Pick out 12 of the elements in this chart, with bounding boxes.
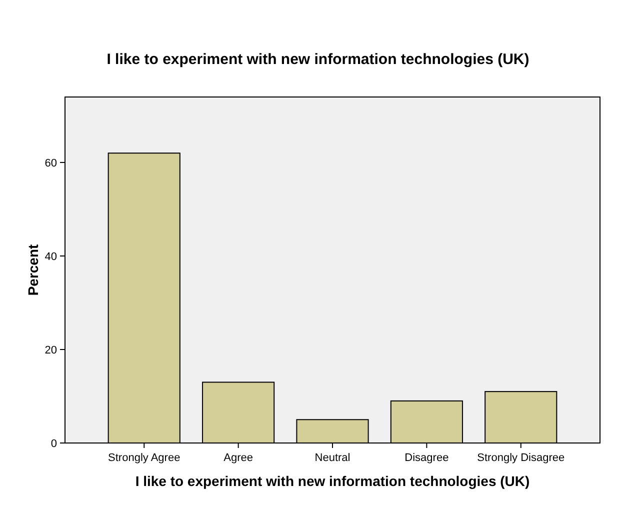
y-axis-title: Percent — [25, 244, 41, 296]
x-tick-label: Strongly Disagree — [477, 452, 565, 464]
x-tick-label: Strongly Agree — [108, 452, 180, 464]
x-axis-title: I like to experiment with new information technologies (UK) — [135, 473, 530, 489]
x-tick-label: Disagree — [404, 452, 449, 464]
y-tick-label: 40 — [44, 250, 57, 263]
x-tick-label: Agree — [224, 452, 253, 464]
y-tick-label: 60 — [44, 157, 57, 170]
x-tick-label: Neutral — [314, 452, 350, 464]
y-tick-label: 0 — [50, 438, 57, 450]
y-tick-label: 20 — [44, 344, 57, 356]
chart-title: I like to experiment with new information technologies (UK) — [106, 51, 530, 68]
